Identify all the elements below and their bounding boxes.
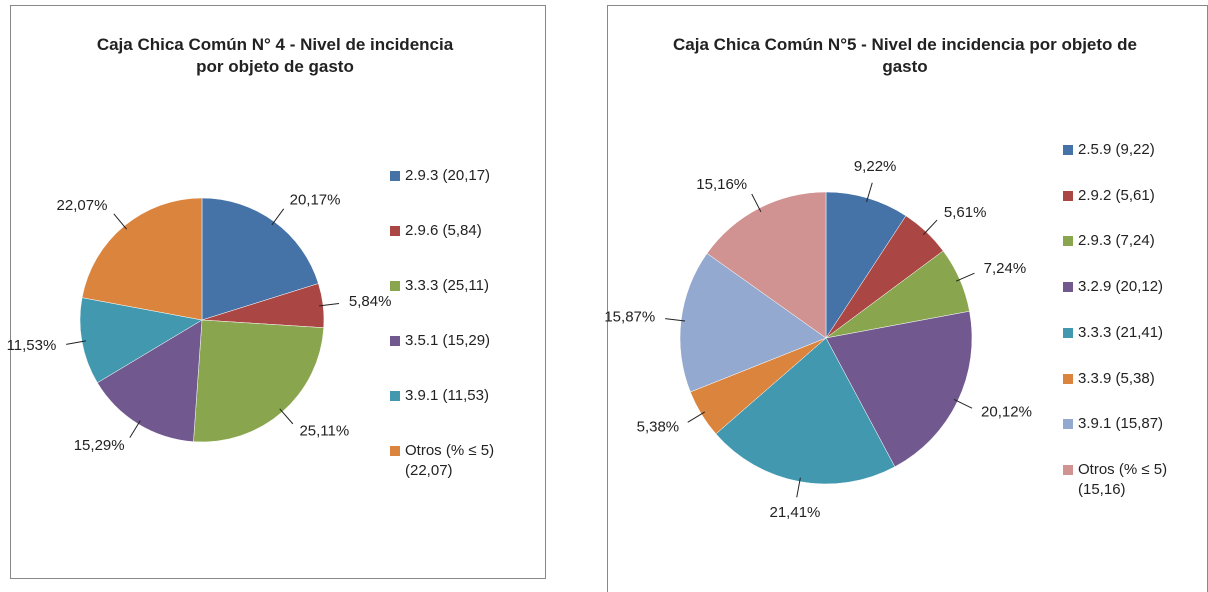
legend-label: 3.3.9 (5,38) [1078, 369, 1155, 387]
legend-swatch [1063, 327, 1073, 338]
legend-label: 3.9.1 (11,53) [405, 387, 489, 404]
legend-item: 3.3.3 (25,11) [390, 276, 530, 296]
legend-item: 2.9.6 (5,84) [390, 221, 530, 241]
data-label: 20,17% [290, 192, 341, 209]
legend-item: 2.5.9 (9,22) [1063, 140, 1203, 160]
legend-label: 3.3.3 (21,41) [1078, 323, 1164, 341]
legend-swatch [1063, 419, 1073, 430]
data-label: 15,87% [604, 308, 655, 325]
legend-swatch [1063, 464, 1073, 475]
data-label: 9,22% [854, 158, 897, 175]
legend-label: 2.9.3 (20,17) [405, 167, 491, 184]
leader-line [955, 272, 975, 282]
leader-line [866, 182, 873, 203]
legend-label: 3.9.1 (15,87) [1078, 415, 1164, 433]
leader-line [271, 208, 285, 226]
legend-swatch [390, 446, 400, 456]
legend-item: 3.9.1 (15,87) [1063, 414, 1203, 434]
leader-line [922, 219, 938, 235]
leader-line [665, 318, 686, 322]
data-label: 7,24% [984, 260, 1027, 277]
chart-frame [10, 5, 546, 579]
data-label: 15,16% [696, 176, 747, 193]
legend-swatch [390, 226, 400, 236]
leader-line [751, 193, 762, 213]
legend-swatch [1063, 236, 1073, 247]
legend-swatch [1063, 373, 1073, 384]
legend-item: 3.2.9 (20,12) [1063, 277, 1203, 297]
chart-title: Caja Chica Común N° 4 - Nivel de inciden… [96, 35, 454, 76]
legend-label: 2.9.2 (5,61) [1078, 186, 1155, 204]
legend-item: 3.3.9 (5,38) [1063, 369, 1203, 389]
data-label: 5,61% [944, 204, 987, 221]
data-label: 21,41% [770, 504, 821, 521]
data-label: 11,53% [7, 337, 57, 354]
legend-item: 3.9.1 (11,53) [390, 386, 530, 406]
legend-swatch [1063, 145, 1073, 155]
legend-label: Otros (% ≤ 5) (22,07) [405, 442, 495, 479]
leader-line [279, 408, 294, 425]
legend-swatch [390, 281, 400, 291]
legend-label: 3.3.3 (25,11) [405, 277, 489, 294]
legend-item: Otros (% ≤ 5) (15,16) [1063, 460, 1203, 500]
legend-item: 3.3.3 (21,41) [1063, 323, 1203, 343]
data-label: 5,38% [637, 419, 680, 436]
legend-swatch [1063, 282, 1073, 293]
legend-swatch [390, 336, 400, 346]
legend-label: 2.9.6 (5,84) [405, 222, 482, 239]
leader-line [113, 213, 127, 230]
leader-line [796, 477, 801, 498]
data-label: 25,11% [299, 422, 349, 439]
leader-line [953, 399, 973, 409]
legend-label: 3.5.1 (15,29) [405, 332, 491, 349]
legend-swatch [390, 391, 400, 401]
legend-label: 2.9.3 (7,24) [1078, 232, 1155, 250]
legend-swatch [1063, 190, 1073, 201]
legend-swatch [390, 171, 400, 181]
leader-line [687, 411, 706, 423]
legend-item: 2.9.3 (20,17) [390, 166, 530, 186]
data-label: 22,07% [57, 197, 108, 214]
data-label: 15,29% [74, 437, 125, 454]
legend-item: 2.9.3 (7,24) [1063, 231, 1203, 251]
legend-label: 2.5.9 (9,22) [1078, 141, 1155, 158]
leader-line [129, 420, 141, 438]
legend-item: Otros (% ≤ 5) (22,07) [390, 441, 530, 481]
legend-label: 3.2.9 (20,12) [1078, 278, 1164, 296]
chart-title: Caja Chica Común N°5 - Nivel de incidenc… [673, 35, 1137, 76]
legend-label: Otros (% ≤ 5) (15,16) [1078, 460, 1168, 498]
leader-line [66, 340, 86, 345]
legend-item: 2.9.2 (5,61) [1063, 186, 1203, 206]
data-label: 5,84% [349, 293, 392, 310]
data-label: 20,12% [981, 403, 1032, 420]
leader-line [319, 302, 340, 307]
legend-item: 3.5.1 (15,29) [390, 331, 530, 351]
